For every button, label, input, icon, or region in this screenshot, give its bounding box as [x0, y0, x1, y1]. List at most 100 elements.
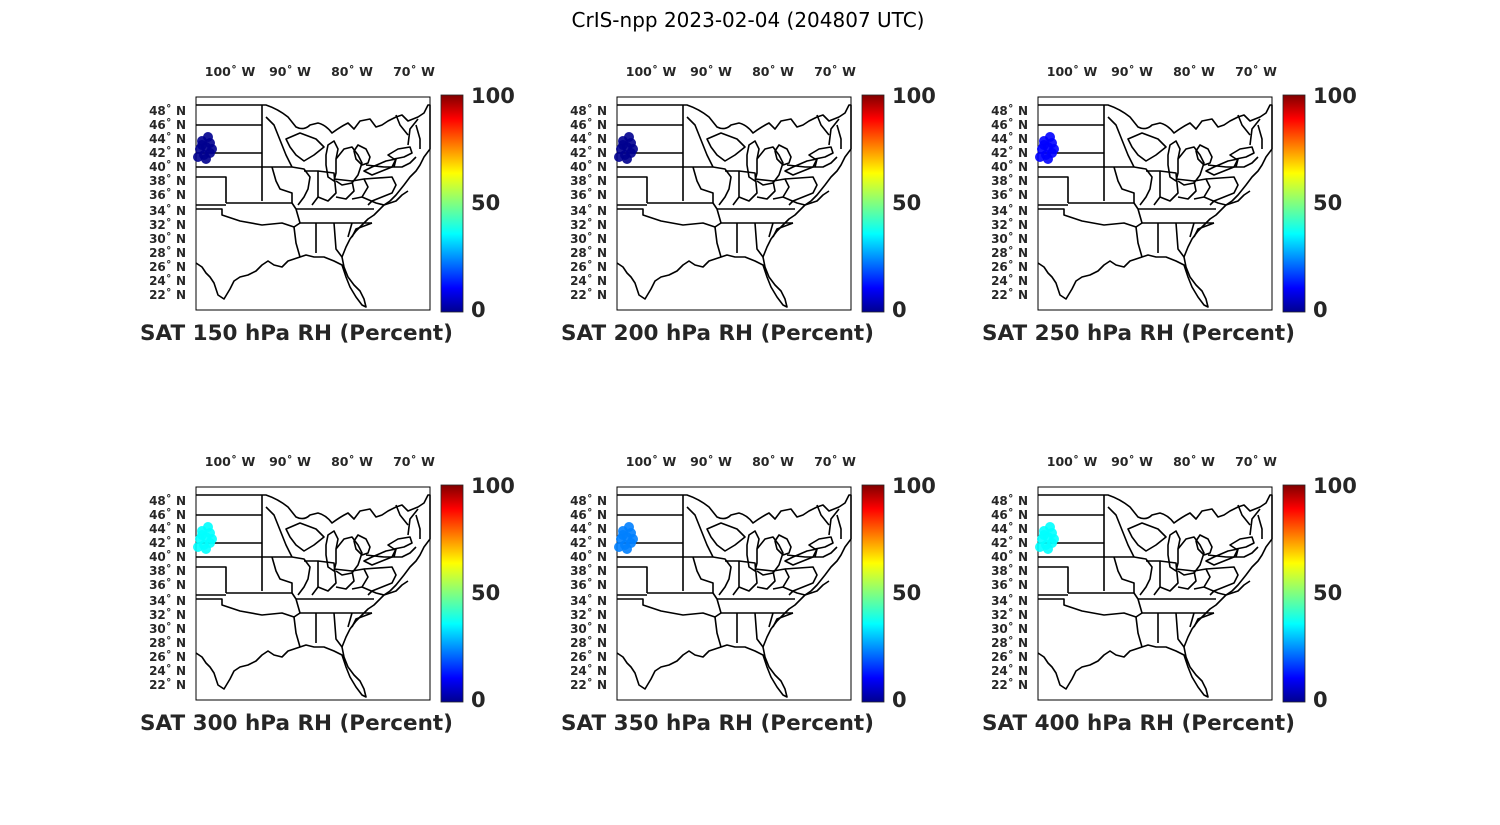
lat-label: 36˚ N: [991, 187, 1028, 202]
lat-label: 24˚ N: [149, 273, 186, 288]
lat-label: 26˚ N: [991, 649, 1028, 664]
lat-label: 32˚ N: [991, 217, 1028, 232]
lat-label: 48˚ N: [991, 103, 1028, 118]
rh-sample: [1049, 534, 1059, 544]
lon-label: 90˚ W: [1111, 64, 1153, 79]
lat-label: 22˚ N: [570, 287, 607, 302]
lat-label: 40˚ N: [149, 549, 186, 564]
rh-sample: [614, 542, 624, 552]
lat-label: 28˚ N: [991, 635, 1028, 650]
lat-label: 42˚ N: [570, 535, 607, 550]
rh-swath: [1035, 132, 1059, 164]
lon-label: 80˚ W: [752, 64, 794, 79]
lon-label: 70˚ W: [1235, 454, 1277, 469]
rh-sample: [201, 154, 211, 164]
lon-label: 90˚ W: [269, 64, 311, 79]
lat-label: 26˚ N: [149, 259, 186, 274]
lon-label: 100˚ W: [1047, 454, 1098, 469]
lat-label: 48˚ N: [991, 493, 1028, 508]
lon-label: 100˚ W: [1047, 64, 1098, 79]
lat-label: 34˚ N: [991, 593, 1028, 608]
rh-sample: [622, 544, 632, 554]
rh-sample: [1043, 544, 1053, 554]
lat-label: 30˚ N: [991, 621, 1028, 636]
panel-title: SAT 250 hPa RH (Percent): [982, 321, 1295, 346]
lat-label: 34˚ N: [991, 203, 1028, 218]
lat-label: 46˚ N: [991, 507, 1028, 522]
lat-label: 42˚ N: [570, 145, 607, 160]
colorbar-tick-label: 0: [471, 298, 486, 322]
figure-title: CrIS-npp 2023-02-04 (204807 UTC): [572, 8, 925, 32]
lat-label: 46˚ N: [570, 507, 607, 522]
lat-label: 46˚ N: [149, 507, 186, 522]
lon-label: 70˚ W: [814, 454, 856, 469]
lat-label: 30˚ N: [149, 621, 186, 636]
lat-label: 32˚ N: [149, 217, 186, 232]
lat-label: 38˚ N: [149, 173, 186, 188]
rh-swath: [614, 522, 638, 554]
lat-label: 26˚ N: [570, 649, 607, 664]
lon-label: 70˚ W: [393, 64, 435, 79]
panel-title: SAT 150 hPa RH (Percent): [140, 321, 453, 346]
lat-label: 48˚ N: [570, 103, 607, 118]
lon-label: 70˚ W: [814, 64, 856, 79]
lon-label: 100˚ W: [626, 454, 677, 469]
lon-label: 100˚ W: [626, 64, 677, 79]
lat-label: 44˚ N: [991, 521, 1028, 536]
panel-title: SAT 400 hPa RH (Percent): [982, 711, 1295, 736]
lat-label: 38˚ N: [149, 563, 186, 578]
colorbar-tick-label: 100: [892, 84, 936, 108]
colorbar-tick-label: 50: [1313, 581, 1342, 605]
rh-sample: [207, 534, 217, 544]
rh-swath: [614, 132, 638, 164]
colorbar-tick-label: 100: [471, 474, 515, 498]
lat-label: 22˚ N: [149, 677, 186, 692]
lat-label: 22˚ N: [991, 287, 1028, 302]
rh-sample: [628, 144, 638, 154]
rh-swath: [1035, 522, 1059, 554]
lat-label: 24˚ N: [991, 663, 1028, 678]
map-panel: 100˚ W 90˚ W 80˚ W 70˚ W 48˚ N46˚ N44˚ N42˚ …: [982, 64, 1357, 346]
lat-label: 24˚ N: [991, 273, 1028, 288]
lat-label: 46˚ N: [570, 117, 607, 132]
lat-label: 48˚ N: [149, 493, 186, 508]
colorbar-tick-label: 50: [471, 581, 500, 605]
lat-label: 24˚ N: [570, 663, 607, 678]
panel-title: SAT 300 hPa RH (Percent): [140, 711, 453, 736]
rh-sample: [628, 534, 638, 544]
lat-label: 28˚ N: [991, 245, 1028, 260]
lat-label: 32˚ N: [149, 607, 186, 622]
lat-label: 42˚ N: [991, 145, 1028, 160]
lat-label: 28˚ N: [570, 635, 607, 650]
lat-label: 24˚ N: [149, 663, 186, 678]
lon-label: 80˚ W: [752, 454, 794, 469]
lat-label: 28˚ N: [570, 245, 607, 260]
lat-label: 34˚ N: [149, 593, 186, 608]
lon-label: 80˚ W: [1173, 454, 1215, 469]
lat-label: 32˚ N: [570, 217, 607, 232]
lat-label: 26˚ N: [991, 259, 1028, 274]
lat-label: 38˚ N: [570, 563, 607, 578]
colorbar-tick-label: 100: [1313, 84, 1357, 108]
colorbar-tick-label: 50: [892, 191, 921, 215]
lon-label: 100˚ W: [205, 454, 256, 469]
colorbar: [440, 484, 464, 703]
lon-label: 100˚ W: [205, 64, 256, 79]
lat-label: 42˚ N: [149, 535, 186, 550]
rh-sample: [622, 154, 632, 164]
lon-label: 90˚ W: [269, 454, 311, 469]
lon-label: 90˚ W: [690, 64, 732, 79]
colorbar-tick-label: 50: [1313, 191, 1342, 215]
colorbar-tick-label: 0: [1313, 688, 1328, 712]
lat-label: 44˚ N: [991, 131, 1028, 146]
colorbar: [861, 94, 885, 313]
lat-label: 28˚ N: [149, 245, 186, 260]
lat-label: 38˚ N: [570, 173, 607, 188]
lat-label: 38˚ N: [991, 563, 1028, 578]
lat-label: 36˚ N: [149, 577, 186, 592]
colorbar-tick-label: 100: [471, 84, 515, 108]
panel-title: SAT 200 hPa RH (Percent): [561, 321, 874, 346]
map-panel: 100˚ W 90˚ W 80˚ W 70˚ W 48˚ N46˚ N44˚ N42˚ …: [561, 454, 936, 736]
colorbar-tick-label: 0: [892, 688, 907, 712]
